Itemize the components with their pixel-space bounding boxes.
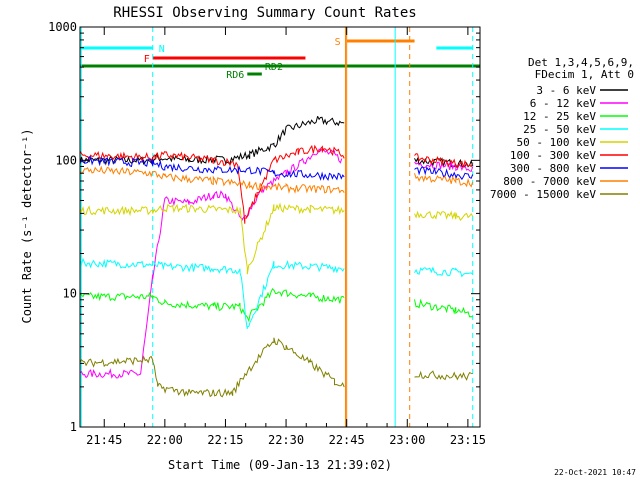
legend-entry-label: 25 - 50 keV	[523, 123, 596, 136]
x-tick-label: 22:45	[329, 433, 365, 447]
footer-date: 22-Oct-2021 10:47	[554, 468, 636, 477]
legend-entry-label: 100 - 300 keV	[510, 149, 596, 162]
vertical-markers-layer	[80, 27, 474, 427]
series-line	[79, 156, 345, 182]
series-line	[79, 288, 345, 323]
flags-layer: NF RD2 RD6 S	[80, 37, 480, 81]
y-tick-label: 100	[55, 153, 77, 167]
y-tick-label: 10	[63, 287, 77, 301]
series-line	[414, 210, 474, 221]
legend-header: Det 1,3,4,5,6,9,	[528, 56, 634, 69]
flag-label-rd6: RD6	[226, 70, 244, 81]
x-tick-label: 22:30	[268, 433, 304, 447]
legend-entry-label: 50 - 100 keV	[517, 136, 597, 149]
legend: Det 1,3,4,5,6,9,FDecim 1, Att 0 3 - 6 keV…	[490, 56, 634, 201]
flag-label-s: S	[335, 37, 341, 48]
series-line	[79, 202, 345, 275]
x-tick-label: 21:45	[86, 433, 122, 447]
plot-frame	[79, 26, 481, 428]
legend-entry-label: 300 - 800 keV	[510, 162, 596, 175]
legend-entry-label: 6 - 12 keV	[530, 97, 597, 110]
series-line	[79, 165, 345, 194]
series-line	[79, 337, 345, 398]
y-tick-label: 1000	[48, 20, 77, 34]
series-line	[414, 266, 474, 278]
x-tick-label: 23:00	[389, 433, 425, 447]
x-tick-label: 23:15	[450, 433, 486, 447]
series-line	[79, 257, 345, 329]
flag-label-f: F	[144, 54, 150, 65]
legend-entry-label: 800 - 7000 keV	[503, 175, 596, 188]
flag-label-n: N	[159, 44, 165, 55]
x-tick-label: 22:15	[207, 433, 243, 447]
y-axis-label: Count Rate (s⁻¹ detector⁻¹)	[20, 128, 34, 323]
legend-entry-label: 7000 - 15000 keV	[490, 188, 596, 201]
legend-header: FDecim 1, Att 0	[535, 68, 634, 81]
x-tick-label: 22:00	[147, 433, 183, 447]
flag-label-rd2: RD2	[265, 62, 283, 73]
series-line	[414, 153, 474, 169]
series-line	[414, 173, 474, 188]
series-line	[414, 298, 473, 318]
series-line	[414, 166, 474, 181]
x-axis-label: Start Time (09-Jan-13 21:39:02)	[168, 458, 392, 472]
series-line	[414, 370, 473, 381]
y-tick-label: 1	[70, 420, 77, 434]
axis-ticks-layer: 21:45 22:00 22:15 22:30 22:45 23:00 23:15 1 10 10…	[48, 20, 486, 447]
series-layer	[79, 115, 474, 398]
series-line	[414, 161, 474, 173]
legend-entry-label: 12 - 25 keV	[523, 110, 596, 123]
chart-title: RHESSI Observing Summary Count Rates	[113, 5, 416, 21]
series-line	[79, 144, 345, 224]
series-line	[79, 147, 343, 379]
legend-entry-label: 3 - 6 keV	[536, 84, 596, 97]
